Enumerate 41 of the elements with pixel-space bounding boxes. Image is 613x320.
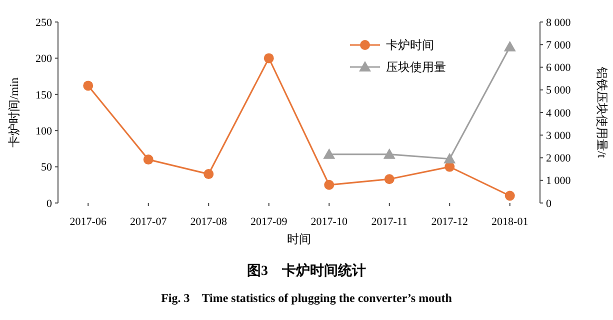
y2-tick-label: 2 000 — [546, 152, 572, 165]
y2-tick-label: 6 000 — [546, 62, 572, 74]
y2-tick-label: 0 — [546, 198, 552, 210]
point — [383, 148, 396, 159]
y-tick-label: 250 — [36, 16, 52, 29]
x-tick-label: 2017-11 — [371, 216, 408, 228]
x-axis-title: 时间 — [287, 232, 311, 246]
x-tick-label: 2017-06 — [70, 216, 107, 228]
y2-tick-label: 7 000 — [546, 39, 572, 52]
point — [264, 53, 274, 64]
y2-tick-label: 3 000 — [546, 130, 572, 142]
point — [83, 80, 94, 91]
y-axis-title: 卡炉时间/min — [7, 77, 21, 148]
point — [324, 180, 334, 190]
y-tick-label: 50 — [41, 162, 52, 174]
y-tick-label: 100 — [36, 125, 52, 138]
point — [504, 190, 515, 201]
legend-label: 卡炉时间 — [386, 38, 434, 52]
point — [143, 154, 154, 165]
y2-tick-label: 8 000 — [546, 16, 572, 29]
text: 图3 卡炉时间统计 — [247, 262, 366, 279]
point — [323, 148, 336, 159]
x-tick-label: 2017-08 — [190, 216, 228, 228]
y-tick-label: 0 — [46, 198, 52, 210]
y-tick-label: 150 — [36, 89, 52, 102]
point — [384, 174, 394, 184]
y2-tick-label: 5 000 — [546, 84, 572, 97]
y2-tick-label: 4 000 — [546, 107, 572, 120]
x-tick-label: 2017-10 — [310, 216, 348, 228]
y2-axis-title: 铝铁压块使用量/t — [595, 66, 609, 158]
x-tick-label: 2018-01 — [492, 216, 528, 228]
x-tick-label: 2017-09 — [250, 216, 288, 228]
y2-tick-label: 1 000 — [546, 175, 572, 188]
text: Fig. 3 Time statistics of plugging the converter’s mouth — [161, 291, 452, 305]
legend-label: 压块使用量 — [386, 60, 446, 74]
y-tick-label: 200 — [36, 53, 52, 66]
x-tick-label: 2017-12 — [431, 216, 468, 228]
x-tick-label: 2017-07 — [130, 216, 168, 228]
point — [504, 40, 516, 52]
point — [444, 152, 456, 164]
point — [204, 169, 214, 180]
